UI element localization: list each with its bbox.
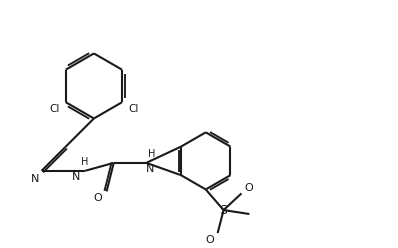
- Text: H: H: [82, 157, 89, 167]
- Text: H: H: [148, 149, 156, 159]
- Text: Cl: Cl: [128, 104, 139, 114]
- Text: O: O: [206, 235, 215, 245]
- Text: O: O: [94, 193, 103, 203]
- Text: S: S: [220, 204, 228, 217]
- Text: O: O: [245, 183, 254, 193]
- Text: Cl: Cl: [49, 104, 60, 114]
- Text: N: N: [146, 164, 155, 174]
- Text: N: N: [72, 172, 80, 182]
- Text: N: N: [31, 174, 39, 184]
